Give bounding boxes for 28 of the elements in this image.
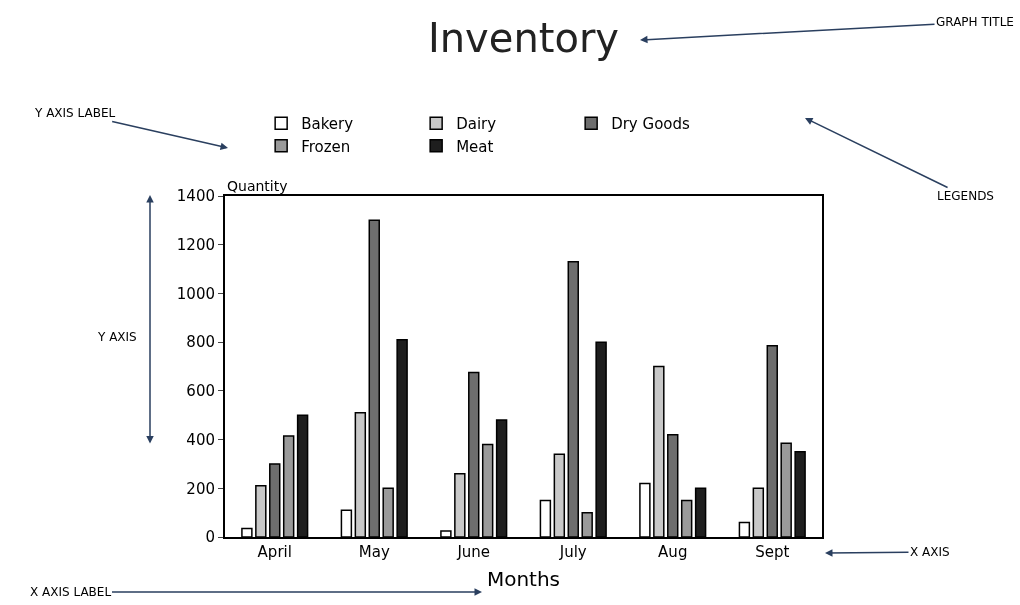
legend-label: Meat [456, 137, 494, 156]
x-tick-label: Sept [755, 543, 790, 561]
y-tick-label: 800 [186, 333, 215, 352]
x-tick-label: April [257, 543, 292, 561]
x-tick-label: July [558, 543, 587, 561]
y-tick-label: 200 [186, 479, 215, 498]
chart-title: Inventory [427, 15, 620, 61]
text: GRAPH TITLE [936, 15, 1014, 29]
x-axis-title: Months [486, 567, 561, 591]
text: LEGENDS [937, 189, 994, 203]
x-tick-label: Aug [658, 543, 688, 561]
y-tick-label: 0 [205, 528, 215, 547]
text: Y AXIS [97, 330, 137, 344]
y-tick-label: 1400 [176, 187, 215, 206]
x-tick-label: June [456, 543, 491, 561]
y-tick-label: 1000 [176, 284, 215, 303]
text: Y AXIS LABEL [34, 106, 116, 120]
legend-label: Frozen [301, 137, 351, 156]
y-tick-label: 1200 [176, 235, 215, 254]
legend-label: Dairy [456, 115, 497, 133]
legend-label: Dry Goods [611, 115, 691, 133]
text: X AXIS [910, 545, 950, 559]
y-tick-label: 400 [186, 430, 215, 449]
y-tick-label: 600 [186, 382, 215, 401]
legend-label: Bakery [301, 115, 354, 133]
text: X AXIS LABEL [30, 585, 112, 599]
y-axis-title: Quantity [227, 178, 288, 194]
x-tick-label: May [358, 543, 390, 561]
